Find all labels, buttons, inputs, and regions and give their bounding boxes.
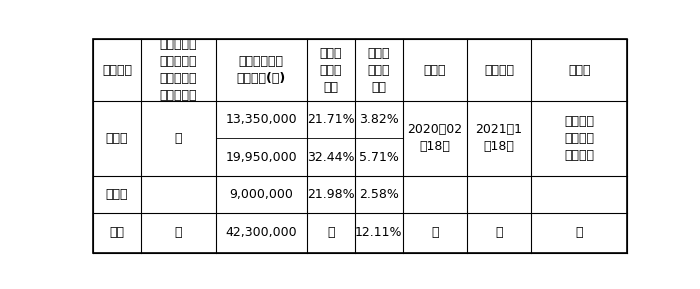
Text: 12.11%: 12.11%: [355, 227, 402, 240]
Text: 9,000,000: 9,000,000: [230, 188, 293, 201]
Text: 42,300,000: 42,300,000: [225, 227, 297, 240]
Text: 2021年1
月18日: 2021年1 月18日: [475, 123, 522, 153]
Text: 32.44%: 32.44%: [307, 151, 354, 164]
Text: 是否为控股
股东或第一
大股东及其
一致行动人: 是否为控股 股东或第一 大股东及其 一致行动人: [160, 38, 197, 102]
Text: －: －: [327, 227, 335, 240]
Text: 13,350,000: 13,350,000: [225, 113, 297, 126]
Text: 王丽珊: 王丽珊: [106, 188, 128, 201]
Text: －: －: [431, 227, 439, 240]
Text: －: －: [575, 227, 583, 240]
Text: 5.71%: 5.71%: [359, 151, 399, 164]
Text: 合计: 合计: [109, 227, 125, 240]
Text: 质权人: 质权人: [568, 64, 590, 77]
Text: 深圳市高
新投集团
有限公司: 深圳市高 新投集团 有限公司: [564, 115, 594, 162]
Text: －: －: [496, 227, 503, 240]
Text: －: －: [175, 227, 182, 240]
Text: 起始日: 起始日: [424, 64, 446, 77]
Text: 是: 是: [175, 132, 182, 145]
Text: 21.71%: 21.71%: [307, 113, 354, 126]
Text: 3.82%: 3.82%: [359, 113, 399, 126]
Text: 21.98%: 21.98%: [307, 188, 354, 201]
Text: 本次解除质押
股份数量(股): 本次解除质押 股份数量(股): [237, 55, 286, 85]
Text: 李漫铁: 李漫铁: [106, 132, 128, 145]
Text: 股东名称: 股东名称: [102, 64, 132, 77]
Text: 占其所
持股份
比例: 占其所 持股份 比例: [319, 47, 342, 94]
Text: 占公司
总股本
比例: 占公司 总股本 比例: [368, 47, 390, 94]
Text: 解除日期: 解除日期: [484, 64, 514, 77]
Text: 2020年02
月18日: 2020年02 月18日: [407, 123, 463, 153]
Text: 19,950,000: 19,950,000: [225, 151, 297, 164]
Text: 2.58%: 2.58%: [359, 188, 399, 201]
